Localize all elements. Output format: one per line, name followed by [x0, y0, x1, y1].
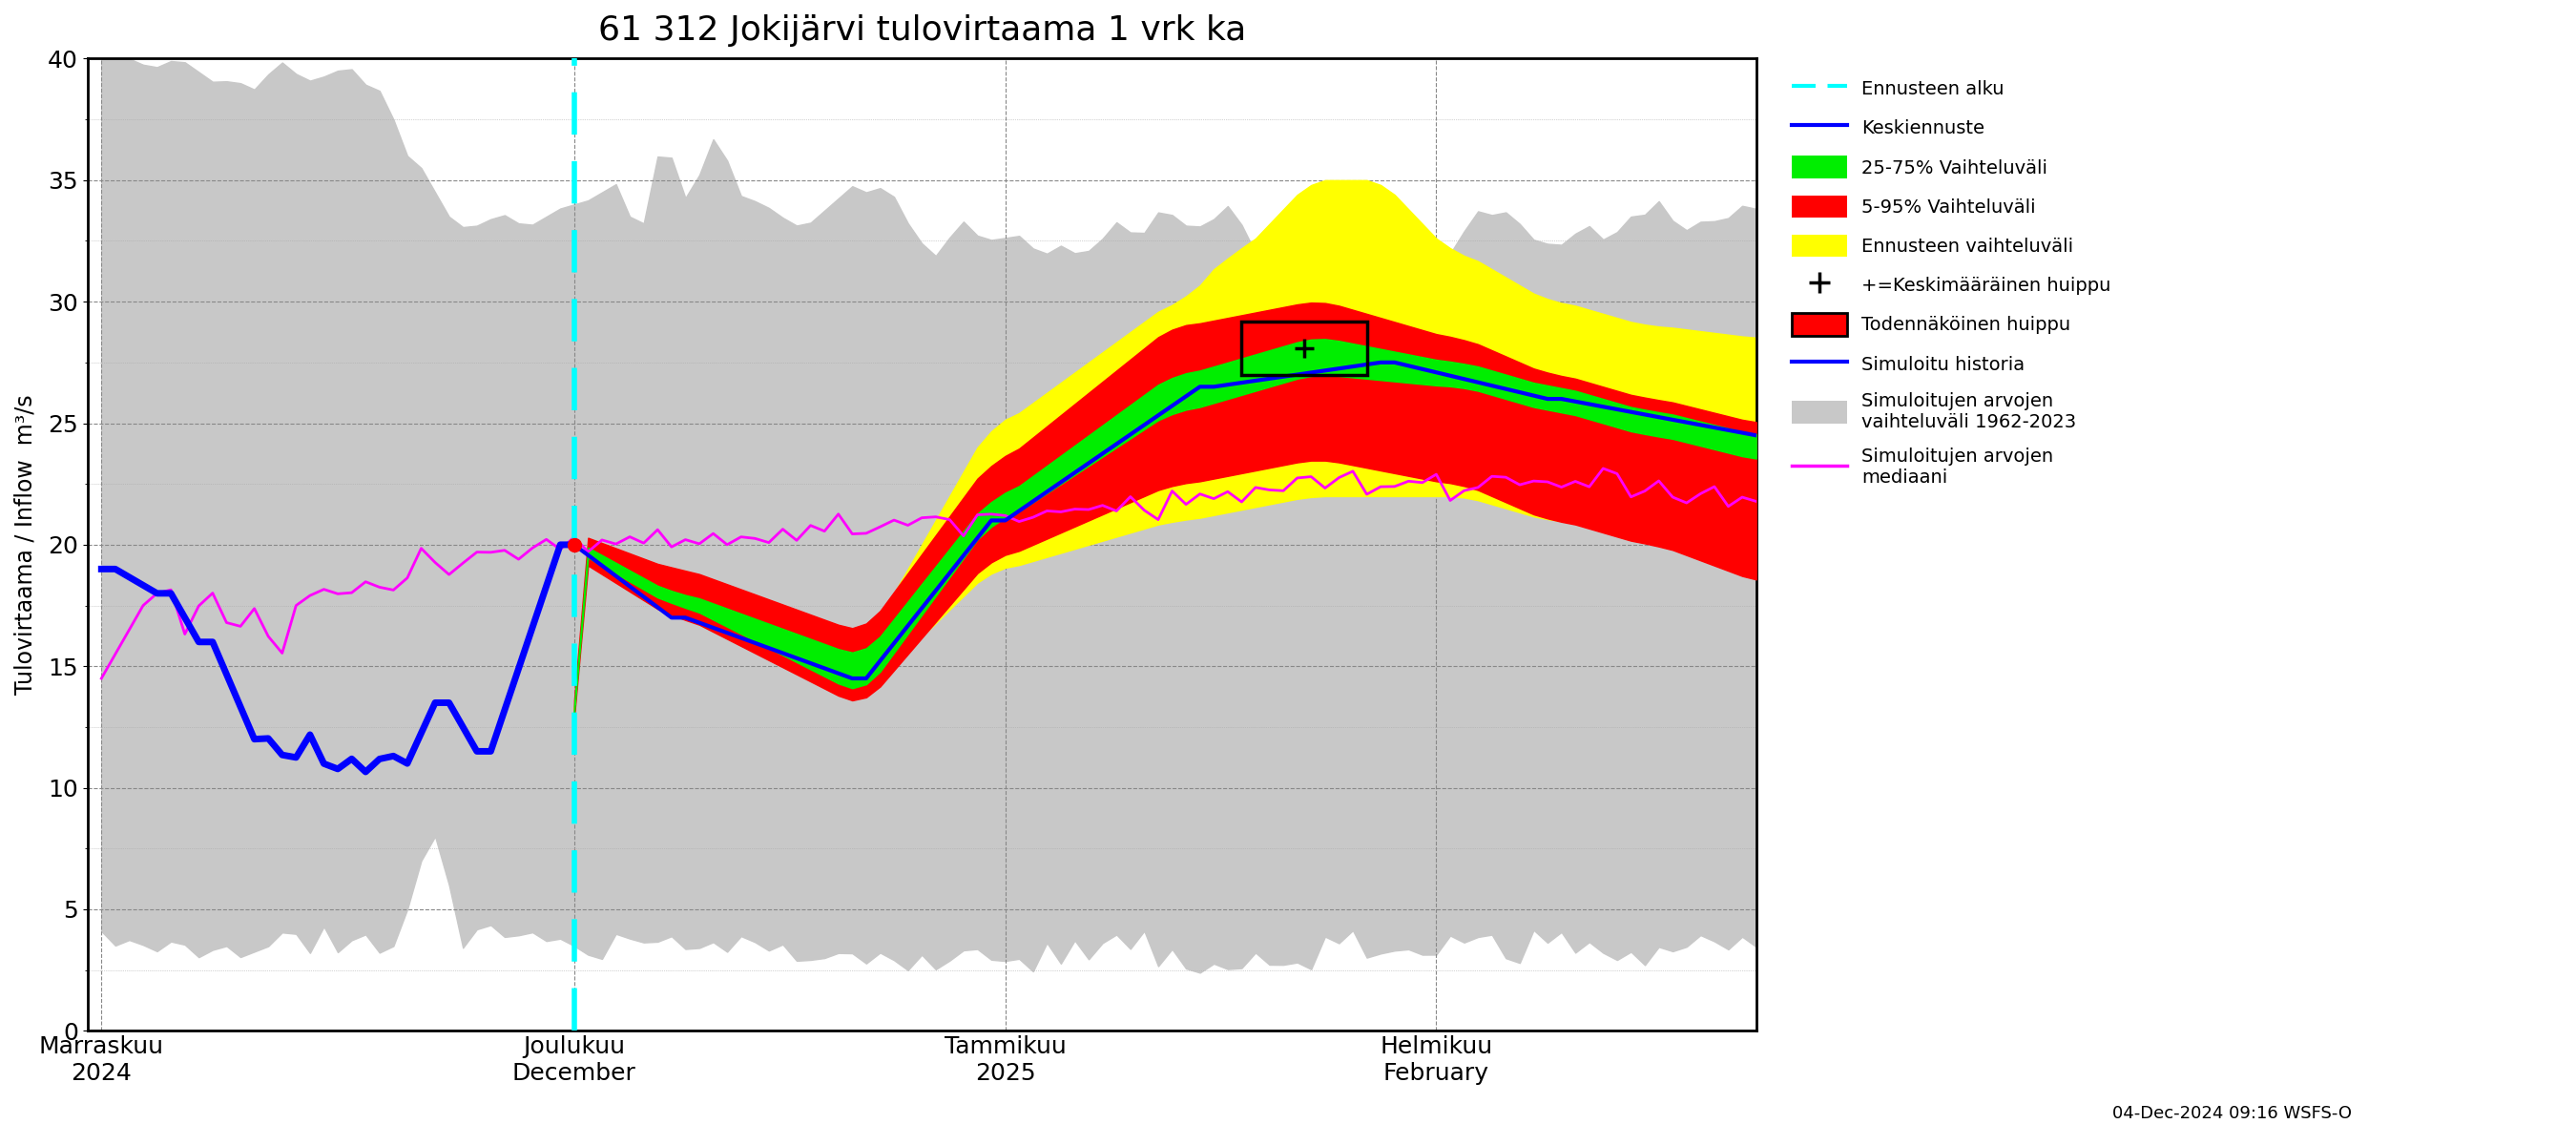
Bar — [1242, 321, 1368, 374]
Title: 61 312 Jokijärvi tulovirtaama 1 vrk ka: 61 312 Jokijärvi tulovirtaama 1 vrk ka — [598, 14, 1247, 47]
Text: 04-Dec-2024 09:16 WSFS-O: 04-Dec-2024 09:16 WSFS-O — [2112, 1105, 2352, 1122]
Y-axis label: Tulovirtaama / Inflow  m³/s: Tulovirtaama / Inflow m³/s — [15, 395, 36, 695]
Legend: Ennusteen alku, Keskiennuste, 25-75% Vaihteluväli, 5-95% Vaihteluväli, Ennusteen: Ennusteen alku, Keskiennuste, 25-75% Vai… — [1783, 68, 2120, 496]
